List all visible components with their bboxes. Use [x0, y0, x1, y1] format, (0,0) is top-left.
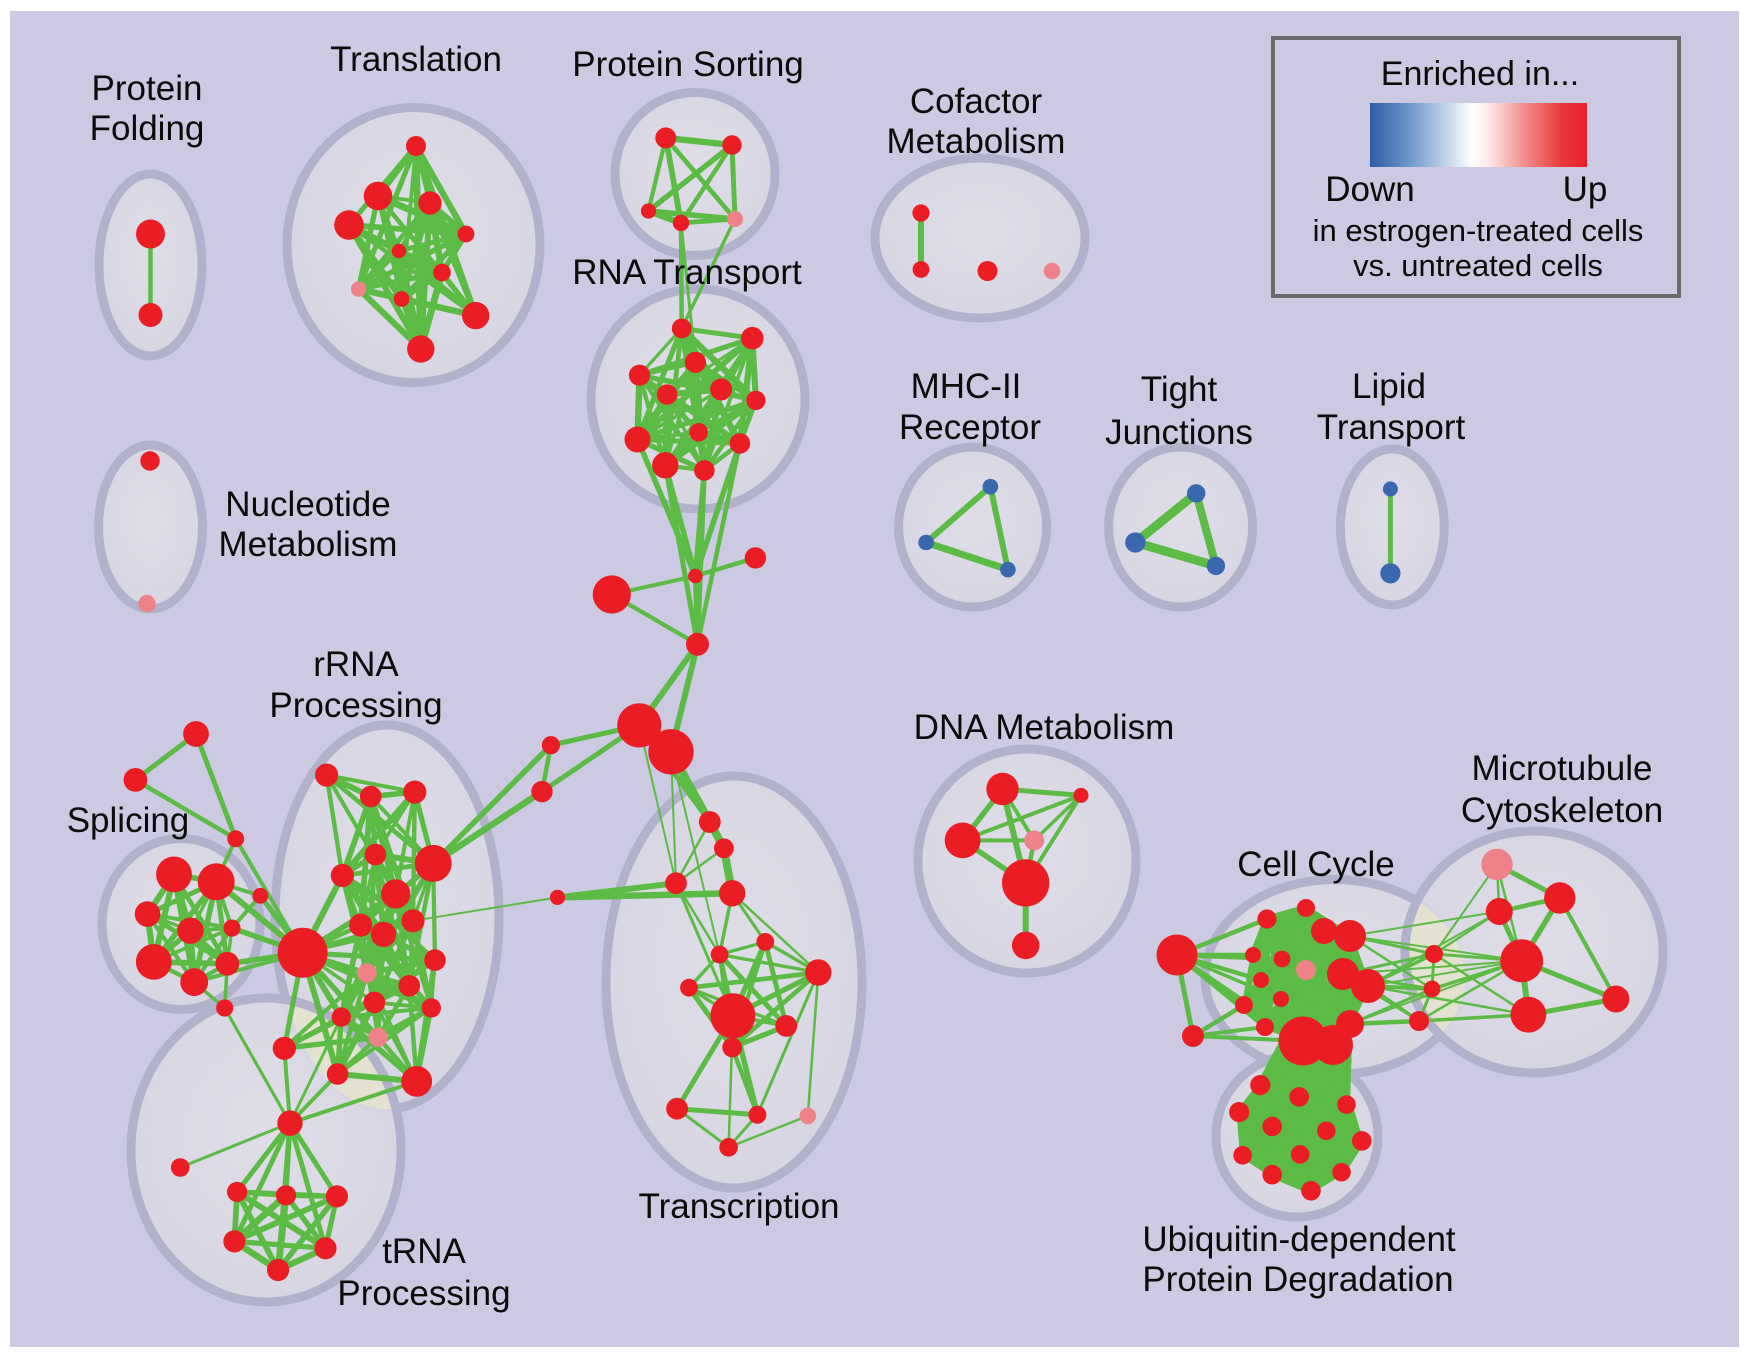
svg-text:Transport: Transport [1317, 408, 1466, 447]
svg-text:vs. untreated cells: vs. untreated cells [1353, 248, 1603, 283]
svg-text:Nucleotide: Nucleotide [225, 485, 390, 524]
svg-text:Lipid: Lipid [1352, 367, 1426, 406]
svg-text:Cell Cycle: Cell Cycle [1237, 845, 1395, 884]
svg-text:Down: Down [1325, 170, 1414, 209]
svg-text:Protein Sorting: Protein Sorting [572, 45, 804, 84]
svg-text:in estrogen-treated cells: in estrogen-treated cells [1313, 213, 1644, 248]
svg-text:Protein: Protein [92, 69, 203, 108]
svg-text:Enriched in...: Enriched in... [1381, 55, 1579, 93]
svg-text:Cytoskeleton: Cytoskeleton [1461, 791, 1663, 830]
svg-text:Junctions: Junctions [1105, 413, 1253, 452]
svg-text:Processing: Processing [269, 686, 442, 725]
svg-text:Translation: Translation [330, 40, 502, 79]
svg-text:tRNA: tRNA [382, 1232, 466, 1271]
svg-text:Ubiquitin-dependent: Ubiquitin-dependent [1142, 1220, 1456, 1259]
svg-text:DNA Metabolism: DNA Metabolism [914, 708, 1175, 747]
svg-text:Metabolism: Metabolism [219, 525, 398, 564]
svg-text:MHC-II: MHC-II [911, 367, 1022, 406]
svg-text:Tight: Tight [1141, 370, 1218, 409]
svg-text:Folding: Folding [90, 109, 205, 148]
svg-text:Protein Degradation: Protein Degradation [1142, 1260, 1453, 1299]
svg-text:Processing: Processing [337, 1274, 510, 1313]
svg-text:Microtubule: Microtubule [1472, 749, 1653, 788]
svg-text:RNA Transport: RNA Transport [572, 253, 802, 292]
svg-text:Splicing: Splicing [67, 801, 190, 840]
svg-text:rRNA: rRNA [313, 645, 399, 684]
svg-text:Metabolism: Metabolism [887, 122, 1066, 161]
svg-text:Receptor: Receptor [899, 408, 1041, 447]
svg-text:Up: Up [1563, 170, 1608, 209]
svg-text:Transcription: Transcription [639, 1187, 840, 1226]
svg-text:Cofactor: Cofactor [910, 82, 1043, 121]
